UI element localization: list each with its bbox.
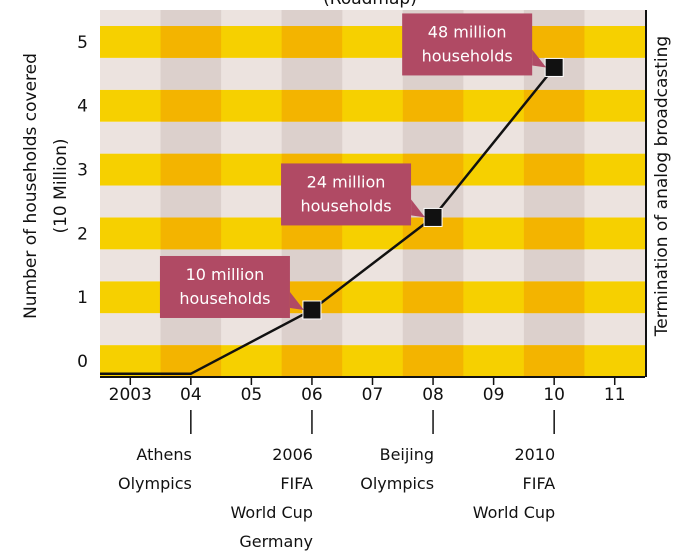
y-tick-label: 0 [77, 352, 88, 372]
event-label: Beijing [380, 445, 434, 464]
y-axis-title-line2: (10 Million) [51, 138, 71, 233]
axis-layer: 0 1 2 3 4 5 2003 04 05 06 07 08 09 10 11 [77, 10, 647, 405]
x-tick-label: 11 [604, 385, 626, 405]
callout: 48 million households [402, 13, 547, 76]
data-point-marker [302, 300, 322, 320]
y-tick-label: 2 [77, 224, 88, 244]
x-tick-label: 07 [362, 385, 384, 405]
column-band-yellow [160, 153, 222, 186]
event-label: Olympics [360, 474, 434, 493]
y-tick-label: 4 [77, 97, 88, 117]
event-label: Germany [239, 532, 313, 551]
callout-box [402, 13, 533, 76]
x-tick-label: 06 [301, 385, 323, 405]
y-axis-title-line1: Number of households covered [21, 53, 41, 319]
chart-title: (Roadmap) [323, 0, 417, 9]
column-band-yellow [281, 89, 343, 122]
callout-box [159, 255, 290, 318]
y-tick-label: 3 [77, 161, 88, 181]
column-band-light [281, 121, 343, 154]
column-band-light [281, 57, 343, 90]
event-label: FIFA [523, 474, 556, 493]
column-band-light [160, 10, 222, 26]
data-point-marker [423, 207, 443, 227]
column-band-light [160, 313, 222, 346]
column-band-light [402, 313, 464, 346]
column-band-yellow [523, 89, 585, 122]
column-band-light [523, 121, 585, 154]
column-band-light [281, 249, 343, 282]
column-band-yellow [523, 153, 585, 186]
column-band-yellow [281, 345, 343, 377]
event-label: 2006 [272, 445, 313, 464]
x-tick-label: 08 [422, 385, 444, 405]
column-band-light [402, 121, 464, 154]
event-label: Athens [136, 445, 191, 464]
x-tick-label: 2003 [109, 385, 152, 405]
column-band-yellow [160, 25, 222, 58]
plot-background [100, 10, 645, 377]
column-band-yellow [402, 281, 464, 314]
x-tick-label: 04 [180, 385, 202, 405]
column-band-light [523, 313, 585, 346]
event-label: World Cup [473, 503, 555, 522]
callout: 24 million households [281, 163, 426, 226]
right-axis-title: Termination of analog broadcasting [652, 36, 672, 337]
column-band-light [523, 249, 585, 282]
callout-label: 10 million [186, 265, 265, 284]
column-band-light [402, 249, 464, 282]
column-band-yellow [523, 281, 585, 314]
column-band-yellow [402, 153, 464, 186]
column-band-yellow [402, 345, 464, 377]
column-band-yellow [160, 345, 222, 377]
callout-label: 48 million [428, 22, 507, 41]
event-layer: Athens Olympics 2006 FIFA World Cup Germany Be… [118, 410, 555, 551]
callout-label: households [300, 196, 391, 215]
callout-label: 24 million [307, 172, 386, 191]
y-tick-label: 5 [77, 33, 88, 53]
callout-box [281, 163, 412, 226]
column-band-yellow [160, 217, 222, 250]
column-band-light [523, 10, 585, 26]
column-band-yellow [523, 345, 585, 377]
column-band-light [160, 121, 222, 154]
x-tick-label: 05 [241, 385, 263, 405]
x-tick-label: 09 [483, 385, 505, 405]
callout-layer: 10 million households 24 million households… [159, 13, 547, 318]
event-label: Olympics [118, 474, 192, 493]
column-band-yellow [281, 25, 343, 58]
right-axis-title-text: Termination of analog broadcasting [652, 36, 672, 337]
callout-pointer [532, 49, 547, 68]
column-band-yellow [523, 217, 585, 250]
column-band-light [160, 57, 222, 90]
series-layer [100, 57, 564, 376]
callout-label: households [179, 289, 270, 308]
callout-pointer [411, 199, 426, 218]
callout-pointer [289, 291, 304, 310]
column-band-yellow [160, 89, 222, 122]
column-band-light [523, 185, 585, 218]
x-tick-label: 10 [543, 385, 565, 405]
callout: 10 million households [159, 255, 304, 318]
column-band-light [281, 10, 343, 26]
event-label: FIFA [280, 474, 313, 493]
event-label: 2010 [514, 445, 555, 464]
column-band-yellow [402, 89, 464, 122]
data-point-marker [544, 57, 564, 77]
callout-label: households [422, 46, 513, 65]
y-axis-title: Number of households covered (10 Million… [21, 53, 71, 319]
y-tick-label: 1 [77, 288, 88, 308]
column-band-light [160, 185, 222, 218]
event-label: World Cup [231, 503, 313, 522]
